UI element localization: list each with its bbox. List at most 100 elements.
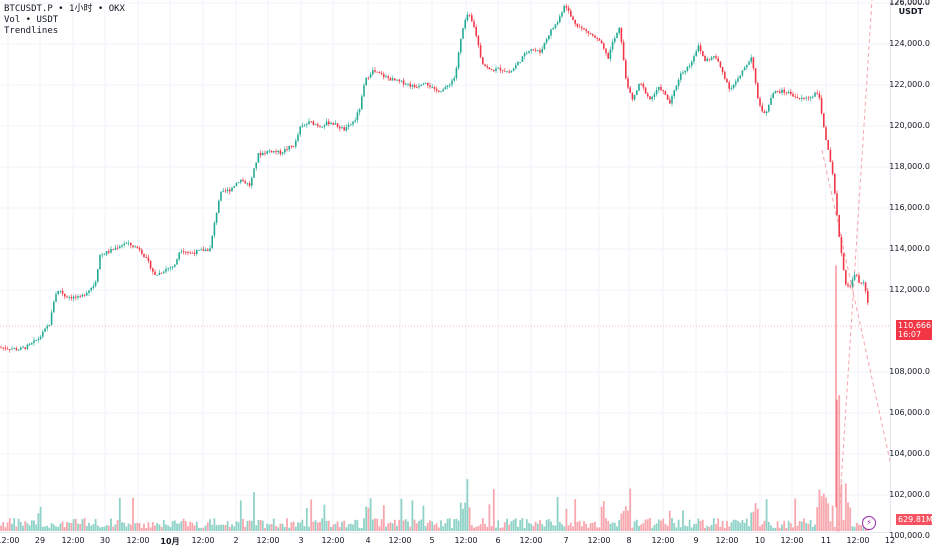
volume-bar bbox=[360, 527, 363, 531]
volume-legend[interactable]: Vol • USDT bbox=[4, 15, 59, 25]
trendlines-legend[interactable]: Trendlines bbox=[4, 26, 59, 36]
candle-body bbox=[396, 79, 398, 81]
volume-bar bbox=[668, 510, 671, 531]
candle-body bbox=[488, 67, 491, 70]
volume-bar bbox=[105, 525, 108, 531]
volume-bar bbox=[235, 521, 238, 531]
candle-body bbox=[264, 152, 266, 154]
candle-body bbox=[61, 290, 64, 294]
candle-body bbox=[457, 52, 460, 68]
candle-body bbox=[704, 56, 706, 62]
volume-bar bbox=[503, 522, 506, 531]
volume-bar bbox=[712, 518, 715, 531]
volume-bar bbox=[367, 507, 370, 531]
volume-bar bbox=[477, 526, 480, 531]
price-scale[interactable]: USDT 126,000.0 124,000.0 122,000.0 120,000.… bbox=[889, 0, 932, 540]
candle-body bbox=[422, 83, 425, 85]
candle-body bbox=[160, 272, 163, 274]
candle-body bbox=[189, 252, 191, 254]
volume-bar bbox=[176, 523, 178, 531]
candle-body bbox=[156, 274, 158, 276]
candle-body bbox=[862, 282, 865, 284]
volume-bar bbox=[110, 518, 112, 531]
candle-body bbox=[660, 86, 662, 91]
candle-body bbox=[499, 67, 502, 71]
candle-body bbox=[198, 249, 200, 251]
volume-bar bbox=[116, 520, 119, 531]
lightning-icon[interactable]: ⚡ bbox=[862, 516, 876, 530]
time-label: 30 bbox=[99, 536, 111, 545]
candle-body bbox=[222, 190, 224, 192]
candle-body bbox=[145, 257, 147, 258]
candle-body bbox=[556, 22, 559, 25]
volume-bar bbox=[239, 500, 242, 531]
volume-bar bbox=[664, 523, 667, 531]
candle-body bbox=[286, 149, 288, 150]
candle-body bbox=[215, 212, 218, 223]
volume-bar bbox=[242, 518, 244, 531]
volume-bar bbox=[682, 510, 684, 531]
candle-body bbox=[713, 56, 715, 58]
volume-bar bbox=[79, 524, 82, 531]
volume-bar bbox=[743, 522, 746, 531]
candle-body bbox=[343, 127, 345, 131]
candle-body bbox=[103, 254, 106, 256]
candle-body bbox=[310, 121, 312, 123]
volume-bar bbox=[805, 523, 808, 531]
candle-body bbox=[631, 92, 634, 100]
candle-body bbox=[209, 248, 211, 251]
chart-grid bbox=[0, 0, 890, 532]
candle-body bbox=[805, 97, 807, 99]
price-chart[interactable] bbox=[0, 0, 890, 532]
candle-body bbox=[22, 347, 24, 349]
candle-body bbox=[728, 82, 730, 89]
volume-bar bbox=[789, 523, 792, 531]
time-label: 12:00 bbox=[780, 536, 804, 545]
candle-body bbox=[649, 96, 651, 100]
volume-bar bbox=[286, 518, 288, 531]
volume-bar bbox=[600, 506, 603, 531]
volume-bar bbox=[708, 526, 711, 531]
candle-body bbox=[605, 48, 607, 54]
symbol-legend[interactable]: BTCUSDT.P • 1小时 • OKX bbox=[4, 4, 125, 14]
candle-body bbox=[9, 349, 11, 350]
candle-body bbox=[411, 84, 414, 87]
volume-bar bbox=[198, 527, 200, 531]
candle-body bbox=[158, 272, 161, 275]
volume-bar bbox=[792, 527, 794, 531]
volume-bar bbox=[558, 522, 561, 531]
volume-bar bbox=[778, 527, 781, 531]
candle-body bbox=[743, 67, 746, 71]
candle-body bbox=[226, 189, 229, 192]
candle-body bbox=[301, 125, 304, 127]
volume-bar bbox=[129, 524, 132, 531]
volume-bar bbox=[695, 523, 698, 531]
volume-bar bbox=[125, 526, 128, 531]
volume-bar bbox=[737, 520, 739, 531]
volume-bar bbox=[277, 527, 280, 531]
candle-body bbox=[391, 78, 394, 81]
volume-bar bbox=[697, 518, 700, 531]
candle-body bbox=[424, 82, 427, 84]
time-scale[interactable]: 12:00 29 12:00 30 12:00 10月 12:00 2 12:00 3 12:00 4… bbox=[0, 532, 895, 551]
volume-bar bbox=[204, 525, 207, 531]
candle-body bbox=[585, 29, 587, 32]
candle-body bbox=[97, 269, 99, 282]
candle-body bbox=[418, 85, 420, 88]
volume-bar bbox=[369, 498, 372, 531]
trendline bbox=[837, 0, 873, 532]
volume-bar bbox=[85, 525, 88, 531]
candle-body bbox=[229, 189, 231, 192]
candle-body bbox=[699, 45, 702, 51]
volume-bar bbox=[226, 521, 229, 531]
candle-body bbox=[532, 49, 535, 51]
volume-bar bbox=[649, 518, 651, 531]
volume-bar bbox=[847, 502, 849, 531]
time-label: 12 bbox=[884, 536, 896, 545]
volume-bar bbox=[0, 525, 2, 531]
candle-body bbox=[33, 340, 35, 343]
candle-body bbox=[48, 324, 51, 327]
candle-body bbox=[633, 94, 636, 100]
volume-bar bbox=[662, 518, 665, 531]
candle-body bbox=[449, 84, 451, 86]
